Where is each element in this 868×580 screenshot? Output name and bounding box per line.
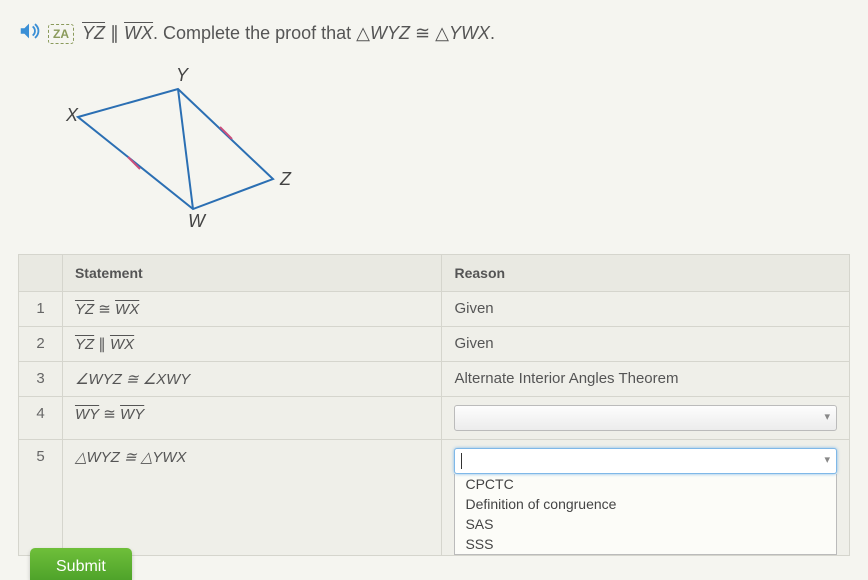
- label-z: Z: [279, 169, 292, 189]
- dropdown-option[interactable]: SSS: [455, 534, 836, 554]
- col-statement: Statement: [62, 255, 442, 292]
- label-w: W: [188, 211, 207, 229]
- dropdown-option[interactable]: Definition of congruence: [455, 494, 836, 514]
- table-row: 4 WY ≅ WY: [19, 397, 850, 440]
- proof-table: Statement Reason 1 YZ ≅ WX Given 2 YZ ∥ …: [18, 254, 850, 556]
- table-row: 3 ∠WYZ ≅ ∠XWY Alternate Interior Angles …: [19, 362, 850, 397]
- problem-header: ZA YZ ∥ WX. Complete the proof that △WYZ…: [18, 20, 850, 47]
- lang-badge[interactable]: ZA: [48, 24, 74, 44]
- audio-icon[interactable]: [18, 20, 40, 47]
- table-row: 1 YZ ≅ WX Given: [19, 292, 850, 327]
- table-row: 5 △WYZ ≅ △YWX CPCTC Definition of congru…: [19, 440, 850, 556]
- dropdown-option[interactable]: CPCTC: [455, 474, 836, 494]
- dropdown-option[interactable]: SAS: [455, 514, 836, 534]
- geometry-figure: X Y Z W: [48, 59, 850, 234]
- col-num: [19, 255, 63, 292]
- label-y: Y: [176, 65, 190, 85]
- col-reason: Reason: [442, 255, 850, 292]
- submit-button[interactable]: Submit: [30, 548, 132, 580]
- reason-dropdown[interactable]: CPCTC Definition of congruence SAS SSS: [454, 474, 837, 555]
- problem-text: YZ ∥ WX. Complete the proof that △WYZ ≅ …: [82, 23, 495, 44]
- label-x: X: [65, 105, 79, 125]
- table-row: 2 YZ ∥ WX Given: [19, 327, 850, 362]
- reason-select-row4[interactable]: [454, 405, 837, 431]
- reason-select-row5[interactable]: [454, 448, 837, 474]
